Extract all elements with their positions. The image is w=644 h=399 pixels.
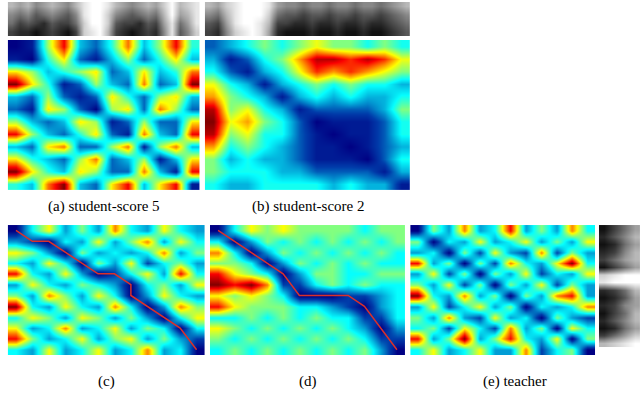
svg-text:(c): (c) xyxy=(98,373,115,390)
svg-text:(e) teacher: (e) teacher xyxy=(483,373,547,390)
svg-text:(d): (d) xyxy=(299,373,317,390)
svg-text:(a) student-score 5: (a) student-score 5 xyxy=(48,198,160,215)
svg-text:(b) student-score 2: (b) student-score 2 xyxy=(252,198,364,215)
